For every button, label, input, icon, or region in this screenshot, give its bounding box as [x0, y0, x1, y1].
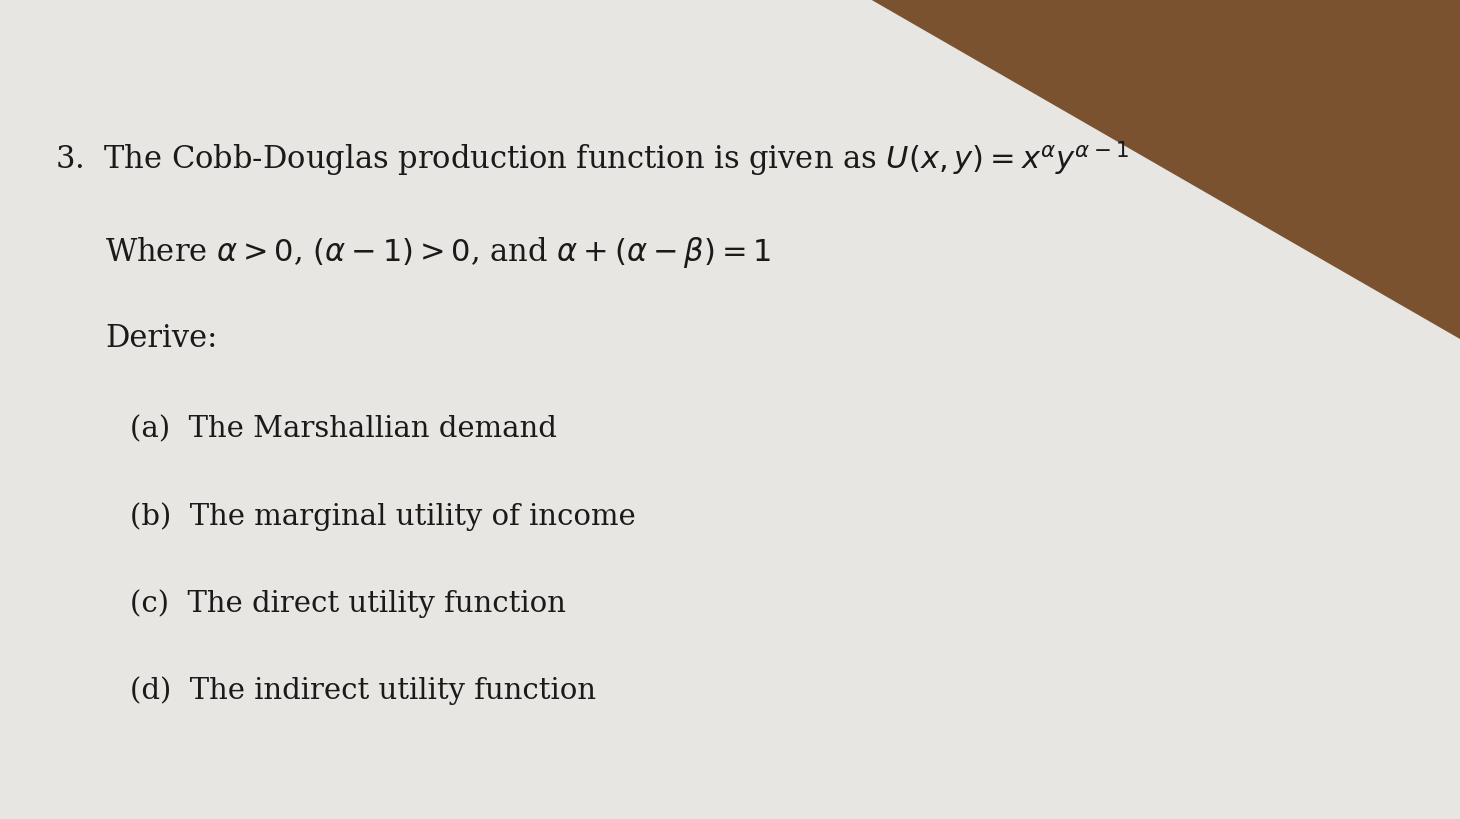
Text: Derive:: Derive:: [105, 323, 218, 354]
Text: (a)  The Marshallian demand: (a) The Marshallian demand: [130, 414, 556, 442]
Text: (b)  The marginal utility of income: (b) The marginal utility of income: [130, 501, 635, 530]
Text: (d)  The indirect utility function: (d) The indirect utility function: [130, 675, 596, 704]
Text: Where $\alpha > 0$, $(\alpha - 1) > 0$, and $\alpha + (\alpha - \beta) = 1$: Where $\alpha > 0$, $(\alpha - 1) > 0$, …: [105, 235, 771, 269]
Text: (c)  The direct utility function: (c) The direct utility function: [130, 588, 566, 617]
Text: 3.  The Cobb-Douglas production function is given as $U(x, y) = x^{\alpha}y^{\al: 3. The Cobb-Douglas production function …: [55, 140, 1129, 179]
